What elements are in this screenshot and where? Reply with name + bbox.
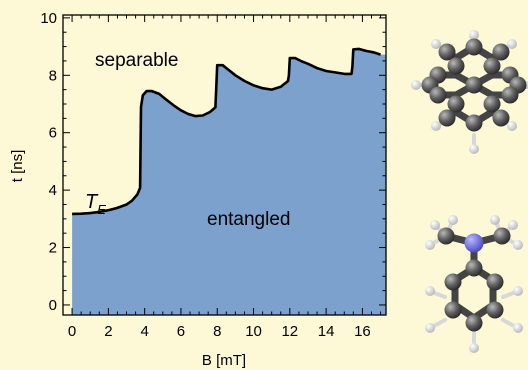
dimethylaniline-molecule-illustration [425,215,523,353]
x-tick-label: 16 [354,323,371,340]
x-tick-label: 6 [177,323,185,340]
x-tick-label: 10 [245,323,262,340]
y-tick-label: 2 [49,240,57,257]
entangled-label: entangled [207,209,290,230]
plot-area: 0 2 4 6 8 10 12 14 16 0 2 4 6 8 10 [40,10,387,340]
separable-label: separable [95,50,178,71]
y-tick-label: 8 [49,67,57,84]
plot-frame [62,14,387,316]
x-tick-label: 12 [281,323,298,340]
x-axis-label: B [mT] [202,352,246,369]
y-tick-label: 6 [49,125,57,142]
y-ticks: 0 2 4 6 8 10 [40,10,386,314]
y-tick-label: 0 [49,297,57,314]
x-tick-label: 8 [213,323,221,340]
pyrene-molecule-illustration [411,30,528,154]
x-tick-label: 4 [140,323,148,340]
threshold-label: TE [85,191,106,217]
entangled-region-fill [72,48,386,315]
x-tick-label: 14 [318,323,335,340]
y-tick-label: 4 [49,182,57,199]
entanglement-time-line [72,47,381,216]
x-ticks: 0 2 4 6 8 10 12 14 16 [68,15,382,340]
x-tick-label: 2 [104,323,112,340]
y-tick-label: 10 [40,10,57,27]
x-tick-label: 0 [68,323,76,340]
y-axis-label: t [ns] [9,150,26,183]
